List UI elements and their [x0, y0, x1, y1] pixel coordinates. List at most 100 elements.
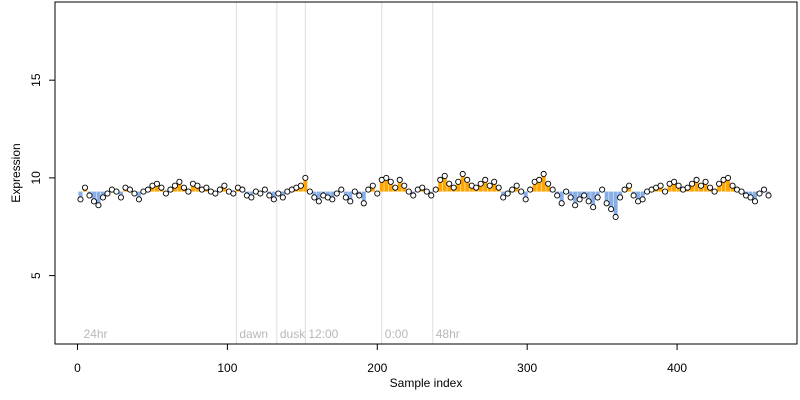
data-point: [180, 184, 187, 191]
data-point: [626, 182, 633, 189]
data-point: [513, 182, 520, 189]
data-point: [446, 180, 453, 187]
data-point: [536, 176, 543, 183]
data-point: [315, 198, 322, 205]
x-tick-label: 0: [74, 361, 81, 375]
annotation-label: dusk: [280, 327, 306, 341]
data-point: [765, 192, 772, 199]
annotation-label: 12:00: [308, 327, 338, 341]
data-point: [306, 188, 313, 195]
data-point: [302, 174, 309, 181]
y-axis: 5 10 15: [29, 73, 56, 279]
annotation-lines: [235, 2, 434, 344]
data-point: [455, 178, 462, 185]
data-point: [185, 188, 192, 195]
data-point: [473, 184, 480, 191]
data-point: [401, 182, 408, 189]
data-point: [158, 184, 165, 191]
data-point: [747, 194, 754, 201]
data-point: [428, 192, 435, 199]
data-point: [639, 196, 646, 203]
data-point: [153, 180, 160, 187]
data-point: [279, 194, 286, 201]
data-point: [689, 180, 696, 187]
data-point: [617, 194, 624, 201]
data-point: [131, 190, 138, 197]
data-point: [441, 172, 448, 179]
data-point: [684, 184, 691, 191]
x-tick-label: 200: [367, 361, 387, 375]
data-point: [491, 178, 498, 185]
data-point: [522, 196, 529, 203]
data-point: [657, 182, 664, 189]
data-point: [248, 194, 255, 201]
x-tick-label: 400: [667, 361, 687, 375]
y-tick-label: 10: [29, 171, 43, 185]
data-point: [621, 186, 628, 193]
data-point: [554, 192, 561, 199]
x-tick-label: 300: [517, 361, 537, 375]
data-point: [410, 192, 417, 199]
data-point: [419, 184, 426, 191]
data-point: [482, 176, 489, 183]
annotation-label: dawn: [239, 327, 268, 341]
data-point: [113, 188, 120, 195]
x-tick-label: 100: [217, 361, 237, 375]
data-point: [86, 192, 93, 199]
data-point: [297, 182, 304, 189]
data-point: [405, 188, 412, 195]
data-point: [162, 190, 169, 197]
data-point: [527, 186, 534, 193]
data-point: [216, 186, 223, 193]
data-point: [432, 186, 439, 193]
data-point: [504, 190, 511, 197]
data-point: [261, 186, 268, 193]
data-point: [518, 188, 525, 195]
data-point: [509, 186, 516, 193]
data-point: [383, 174, 390, 181]
annotation-label: 24hr: [83, 327, 107, 341]
data-point: [387, 178, 394, 185]
data-point: [716, 180, 723, 187]
data-point: [450, 184, 457, 191]
data-point: [423, 188, 430, 195]
data-point: [396, 176, 403, 183]
data-point: [711, 188, 718, 195]
data-point: [104, 190, 111, 197]
data-point: [738, 188, 745, 195]
data-point: [581, 192, 588, 199]
data-point: [698, 182, 705, 189]
data-point: [500, 194, 507, 201]
data-point: [194, 182, 201, 189]
data-point: [374, 190, 381, 197]
data-point: [662, 188, 669, 195]
data-point: [594, 194, 601, 201]
data-point: [437, 176, 444, 183]
data-point: [495, 184, 502, 191]
x-axis: 0 100 200 300 400: [74, 343, 687, 375]
data-point: [90, 198, 98, 205]
data-point: [270, 196, 277, 203]
data-point: [239, 186, 246, 193]
data-point: [167, 186, 174, 193]
data-point: [608, 206, 615, 213]
data-point: [612, 213, 619, 221]
data-point: [675, 182, 682, 189]
data-point: [603, 200, 610, 207]
data-point: [576, 196, 583, 203]
data-point: [266, 192, 273, 199]
data-point: [338, 186, 345, 193]
data-point: [693, 176, 700, 183]
data-point: [311, 194, 318, 201]
data-point: [369, 182, 376, 189]
data-point: [549, 186, 556, 193]
y-tick-label: 15: [29, 73, 43, 87]
data-point: [81, 184, 89, 191]
data-point: [585, 198, 592, 205]
data-point: [275, 190, 282, 197]
x-axis-label: Sample index: [390, 376, 463, 390]
annotation-labels: 24hr dawn dusk 12:00 0:00 48hr: [83, 327, 459, 341]
data-point: [729, 182, 736, 189]
data-point: [360, 200, 367, 207]
deviation-bars: [78, 173, 771, 217]
